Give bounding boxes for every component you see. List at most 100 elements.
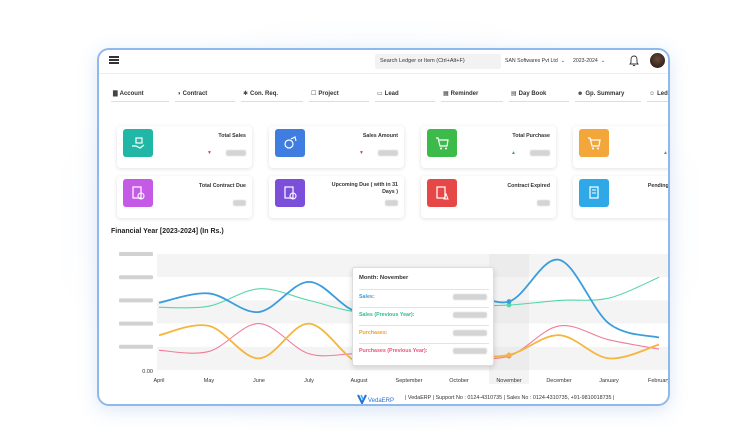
tooltip-row-purchases: Purchases: (359, 325, 489, 339)
tooltip-title: Month: November (359, 275, 409, 281)
x-tick-label: October (449, 378, 469, 384)
menu-item-reminder[interactable]: ▦ Reminder (441, 88, 503, 102)
x-tick-label: June (253, 378, 265, 384)
tooltip-value-redacted (453, 312, 487, 318)
x-tick-label: January (599, 378, 619, 384)
card-value: ###### (530, 150, 550, 156)
card-value: #### (536, 200, 550, 206)
tooltip-row-sales: Sales: (359, 289, 489, 303)
chart-tooltip: Month: November Sales: Sales (Previous Y… (352, 267, 494, 366)
tooltip-label: Purchases: (359, 330, 388, 336)
card-value-redacted: ###### (226, 150, 246, 156)
menu-item-lead[interactable]: ▭ Lead (375, 88, 435, 102)
card-value-redacted: ###### (378, 150, 398, 156)
series-point[interactable] (506, 299, 512, 304)
search-input[interactable]: Search Ledger or Item (Ctrl+Alt+F) (375, 54, 501, 69)
calendar-icon: ▦ (443, 91, 449, 97)
card-value-redacted: ###### (530, 150, 550, 156)
tooltip-value-redacted (453, 330, 487, 336)
summary-card-contract-expired[interactable]: Contract Expired #### (421, 176, 556, 218)
card-title: Upcoming Due ( with in 31 Days ) (331, 182, 398, 195)
card-value-redacted: #### (536, 200, 550, 206)
menu-item-label: Account (119, 91, 144, 97)
summary-card-sales-amount[interactable]: Sales Amount ###### ▼ (269, 126, 404, 168)
footer: VedaERP | VedaERP | Support No : 0124-43… (99, 392, 668, 404)
menu-item-label: Reminder (450, 91, 479, 97)
logo-text: VedaERP (368, 398, 394, 404)
trend-up-icon: ▲ (511, 150, 516, 156)
tooltip-row-sales-prev: Sales (Previous Year): (359, 307, 489, 321)
summary-card-total-contract-due[interactable]: Total Contract Due #### (117, 176, 252, 218)
asterisk-icon: ✱ (243, 91, 249, 97)
notification-bell-icon[interactable] (629, 55, 639, 67)
card-value-redacted: #### (384, 200, 398, 206)
series-point[interactable] (506, 352, 512, 358)
footer-contact-text: | VedaERP | Support No : 0124-4310735 | … (405, 395, 615, 401)
chevron-down-icon: ⌄ (560, 58, 565, 64)
menu-item-label: Lead (384, 91, 399, 97)
bookmark-icon: ☐ (311, 91, 317, 97)
top-bar: Search Ledger or Item (Ctrl+Alt+F) SAN S… (99, 50, 668, 74)
bar-chart-icon: ▇ (113, 91, 118, 97)
pie-chart-icon: ◑ (177, 91, 181, 97)
users-icon: ☻ (577, 91, 584, 97)
tooltip-label: Purchases (Previous Year): (359, 348, 428, 354)
x-tick-label: May (204, 378, 215, 384)
trend-down-icon: ▼ (359, 150, 364, 156)
card-value: ###### (226, 150, 246, 156)
card-title: Total Sales (218, 133, 246, 139)
menu-item-con-req[interactable]: ✱ Con. Req. (241, 88, 303, 102)
company-select[interactable]: SAN Softwares Pvt Ltd ⌄ (505, 54, 571, 69)
x-tick-label: November (496, 378, 522, 384)
x-tick-label: August (350, 378, 368, 384)
chevron-down-icon: ⌄ (600, 58, 606, 64)
id-card-icon: ▭ (377, 91, 383, 97)
menu-item-label: Day Book (518, 91, 547, 97)
tooltip-label: Sales: (359, 294, 375, 300)
menu-item-label: Contract (182, 91, 208, 97)
book-icon: ▤ (511, 91, 517, 97)
menu-item-project[interactable]: ☐ Project (309, 88, 369, 102)
x-tick-label: February (648, 378, 670, 384)
card-title: Total Purchase (512, 133, 550, 139)
user-avatar[interactable] (650, 53, 665, 68)
summary-card-total-sales[interactable]: Total Sales ###### ▼ (117, 126, 252, 168)
hand-money-icon (123, 129, 153, 157)
series-point[interactable] (506, 302, 512, 308)
chart-title: Financial Year [2023-2024] (In Rs.) (111, 228, 224, 235)
highlight-band (489, 254, 529, 384)
summary-card-upcoming-due-with-in-days[interactable]: Upcoming Due ( with in 31 Days ) #### (269, 176, 404, 218)
menu-item-label: Gp. Summary (585, 91, 625, 97)
y-tick-label-redacted (119, 321, 153, 326)
menu-item-contract[interactable]: ◑ Contract (175, 88, 235, 102)
document-clock-icon (123, 179, 153, 207)
x-tick-label: April (153, 378, 164, 384)
tooltip-value-redacted (453, 294, 487, 300)
y-tick-label-redacted (119, 344, 153, 349)
year-select[interactable]: 2023-2024 ⌄ (573, 54, 619, 69)
year-value: 2023-2024 (573, 58, 598, 64)
vedaerp-logo: VedaERP (357, 394, 394, 404)
trend-up-icon: ▲ (663, 150, 668, 156)
tooltip-label: Sales (Previous Year): (359, 312, 415, 318)
tooltip-row-purchases-prev: Purchases (Previous Year): (359, 343, 489, 357)
menu-item-label: Con. Req. (250, 91, 279, 97)
menu-item-gp-summary[interactable]: ☻ Gp. Summary (575, 88, 641, 102)
menu-item-ledger[interactable]: ☺Ledger (647, 88, 668, 102)
summary-card-total-purchase[interactable]: Total Purchase ###### ▲ (421, 126, 556, 168)
summary-card-pending-for-contract[interactable]: Pending For Contract#### (573, 176, 669, 218)
hamburger-menu-icon[interactable] (109, 56, 119, 64)
card-title: Sales Amount (362, 133, 398, 139)
summary-card-purchase[interactable]: Purchase######▲ (573, 126, 668, 168)
card-title: Total Contract Due (199, 183, 246, 189)
x-tick-label: July (304, 378, 314, 384)
menu-item-account[interactable]: ▇ Account (111, 88, 169, 102)
card-value: #### (384, 200, 398, 206)
menu-item-day-book[interactable]: ▤ Day Book (509, 88, 569, 102)
cart-icon (427, 129, 457, 157)
cart-icon (579, 129, 609, 157)
card-title: Contract Expired (507, 183, 550, 189)
menu-item-label: Project (318, 91, 339, 97)
card-title: Pending For Contract (647, 183, 669, 189)
x-tick-label: December (546, 378, 572, 384)
